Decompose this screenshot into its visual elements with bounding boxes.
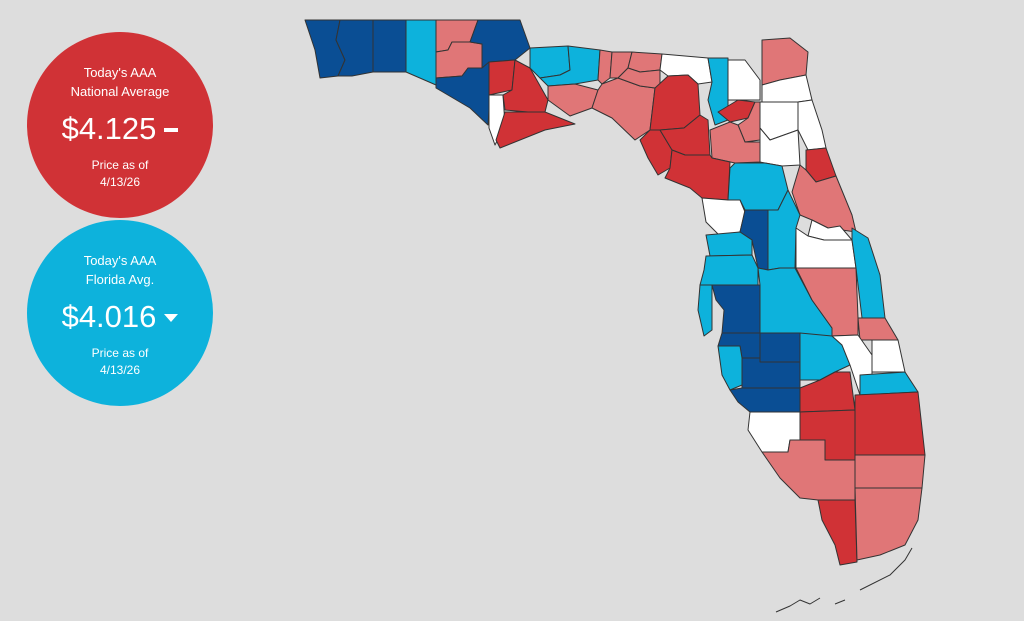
county-miami-dade[interactable] [854, 487, 923, 561]
county-hamilton[interactable] [627, 51, 663, 73]
county-pinellas[interactable] [697, 284, 713, 337]
national-date-label: Price as of [91, 158, 149, 172]
county-walton[interactable] [405, 19, 437, 86]
county-hillsborough[interactable] [711, 284, 761, 334]
national-average-badge: Today's AAA National Average $4.125 Pric… [27, 32, 213, 218]
florida-average-badge: Today's AAA Florida Avg. $4.016 Price as… [27, 220, 213, 406]
county-jefferson[interactable] [597, 49, 613, 85]
county-citrus[interactable] [701, 197, 746, 237]
county-calhoun[interactable] [488, 59, 516, 96]
florida-price: $4.016 [61, 299, 157, 334]
county-nassau-west[interactable] [727, 59, 761, 101]
florida-title-line2: Florida Avg. [85, 272, 155, 287]
national-price-row: $4.125 [27, 111, 213, 147]
county-indian-river[interactable] [857, 317, 899, 341]
national-date: 4/13/26 [99, 175, 141, 189]
florida-title-line1: Today's AAA [83, 253, 157, 268]
national-title-line1: Today's AAA [83, 65, 157, 80]
county-palm-beach[interactable] [854, 391, 926, 456]
county-wakulla[interactable] [547, 83, 599, 117]
county-broward[interactable] [854, 454, 926, 489]
county-sarasota[interactable] [717, 345, 743, 391]
down-triangle-icon [164, 314, 179, 322]
county-hardee[interactable] [759, 332, 801, 363]
county-monroe-mainland[interactable] [817, 499, 858, 566]
county-santa-rosa[interactable] [335, 19, 374, 77]
county-martin[interactable] [859, 371, 919, 396]
county-taylor[interactable] [591, 77, 656, 141]
county-putnam[interactable] [759, 127, 801, 167]
florida-date: 4/13/26 [99, 363, 141, 377]
county-baker[interactable] [707, 57, 729, 126]
florida-date-label: Price as of [91, 346, 149, 360]
county-franklin[interactable] [495, 111, 576, 149]
national-price: $4.125 [61, 111, 157, 146]
county-desoto[interactable] [741, 357, 801, 389]
national-title-line2: National Average [70, 84, 170, 99]
county-hernando[interactable] [705, 231, 753, 257]
county-st-johns[interactable] [797, 99, 827, 151]
unchanged-dash-icon [164, 128, 179, 132]
county-st-lucie[interactable] [871, 339, 906, 373]
florida-keys [775, 547, 913, 613]
florida-price-row: $4.016 [27, 299, 213, 335]
county-okaloosa[interactable] [372, 19, 407, 73]
county-charlotte[interactable] [729, 387, 801, 413]
county-pasco[interactable] [699, 254, 759, 286]
